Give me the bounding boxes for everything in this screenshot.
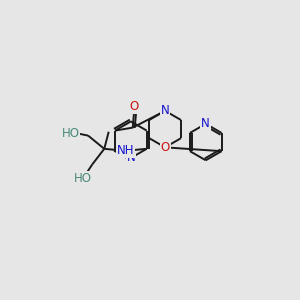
Text: O: O [160, 141, 170, 154]
Text: O: O [130, 100, 139, 113]
Text: NH: NH [117, 144, 134, 157]
Text: N: N [201, 117, 210, 130]
Text: N: N [127, 152, 135, 164]
Text: HO: HO [61, 127, 80, 140]
Text: HO: HO [74, 172, 92, 185]
Text: N: N [161, 104, 170, 117]
